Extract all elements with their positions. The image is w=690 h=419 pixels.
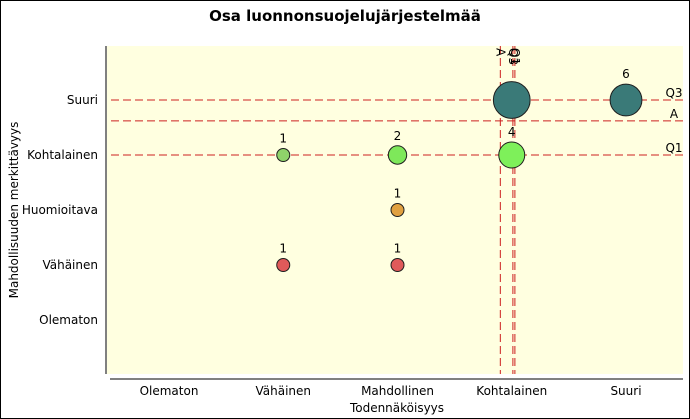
bubble	[390, 203, 405, 217]
bubble	[498, 141, 526, 169]
vertical-reference-label: Q3	[506, 48, 520, 65]
bubble	[387, 145, 408, 165]
y-axis-label: Mahdollisuuden merkittävyys	[7, 122, 21, 299]
y-tick-label: Huomioitava	[22, 203, 98, 217]
y-tick-label: Olematon	[39, 313, 98, 327]
bubble	[492, 81, 531, 119]
bubble-count-label: 1	[279, 242, 287, 256]
x-tick-label: Vähäinen	[255, 384, 311, 398]
bubble	[609, 83, 643, 117]
bubble	[276, 258, 291, 272]
bubble-count-label: 4	[508, 125, 516, 139]
bubbles: 6 4 2 1 1 1 1	[276, 67, 643, 272]
x-tick-label: Kohtalainen	[476, 384, 547, 398]
bubble-count-label: 1	[279, 132, 287, 146]
x-tick-label: Mahdollinen	[361, 384, 434, 398]
horizontal-reference-label: Q1	[665, 141, 682, 155]
x-tick-labels: Olematon Vähäinen Mahdollinen Kohtalainen Su…	[140, 384, 642, 398]
bubble-count-label: 6	[622, 67, 630, 81]
horizontal-reference-label: Q3	[665, 86, 682, 100]
vertical-reference-label: A	[493, 48, 507, 57]
bubble-count-label: 1	[394, 242, 402, 256]
bubble-count-label: 1	[394, 187, 402, 201]
horizontal-reference-label: A	[670, 107, 679, 121]
vertical-reference-label: Q1	[508, 48, 522, 65]
y-tick-label: Suuri	[67, 93, 98, 107]
bubble	[390, 258, 405, 272]
y-tick-label: Kohtalainen	[27, 148, 98, 162]
bubble	[276, 148, 291, 162]
chart-title: Osa luonnonsuojelujärjestelmää	[209, 7, 481, 25]
x-tick-label: Suuri	[610, 384, 641, 398]
bubble-count-label: 2	[394, 129, 402, 143]
x-tick-label: Olematon	[140, 384, 199, 398]
y-tick-labels: Olematon Vähäinen Huomioitava Kohtalainen Su…	[22, 93, 98, 327]
y-tick-label: Vähäinen	[42, 258, 98, 272]
x-axis-label: Todennäköisyys	[349, 401, 444, 415]
